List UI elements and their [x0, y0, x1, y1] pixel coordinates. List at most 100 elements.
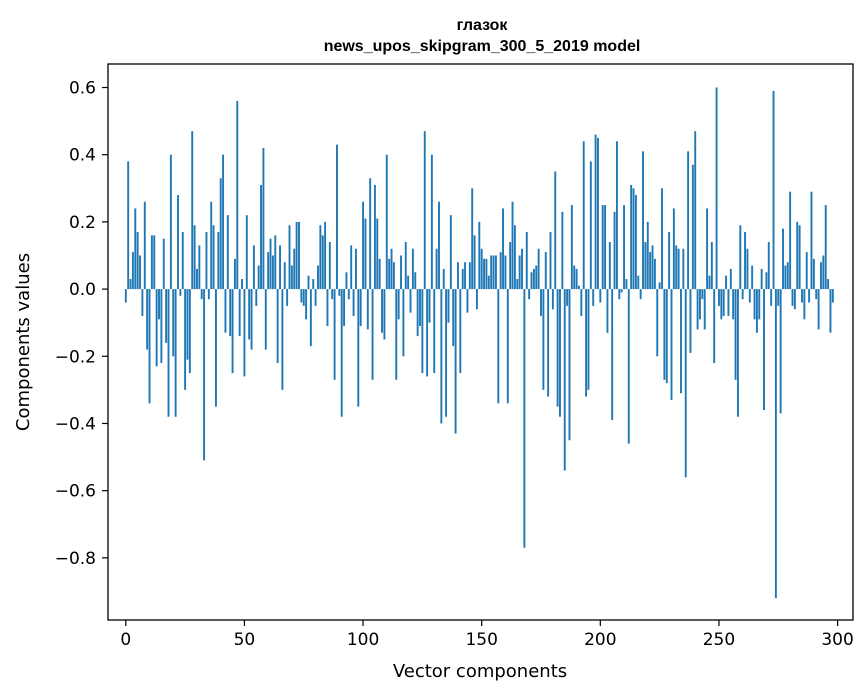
bar-254 — [727, 289, 730, 316]
bar-203 — [606, 289, 609, 333]
bar-45 — [231, 289, 234, 374]
bar-208 — [618, 289, 621, 300]
bar-32 — [200, 289, 203, 300]
bar-201 — [601, 205, 604, 290]
bar-207 — [615, 141, 618, 290]
bar-134 — [442, 268, 445, 290]
bar-157 — [497, 289, 500, 404]
bar-127 — [426, 289, 429, 377]
bar-153 — [487, 275, 490, 290]
bar-123 — [416, 289, 419, 337]
bar-163 — [511, 201, 514, 290]
bar-224 — [656, 289, 659, 357]
bar-222 — [651, 245, 654, 290]
bar-192 — [580, 289, 583, 316]
bar-288 — [808, 289, 811, 303]
bar-151 — [483, 258, 486, 290]
bar-245 — [706, 208, 709, 290]
bar-152 — [485, 258, 488, 290]
bar-202 — [604, 205, 607, 290]
bar-292 — [817, 289, 820, 330]
bar-100 — [362, 201, 365, 290]
bar-291 — [815, 289, 818, 300]
bar-293 — [820, 262, 822, 290]
bar-240 — [694, 131, 697, 290]
bar-287 — [805, 252, 808, 290]
bar-49 — [241, 279, 243, 290]
bar-53 — [250, 289, 253, 350]
bar-195 — [587, 289, 590, 390]
bar-116 — [400, 255, 402, 290]
bar-1 — [127, 161, 130, 290]
bar-115 — [397, 289, 400, 320]
bar-6 — [139, 255, 141, 290]
bar-27 — [188, 289, 191, 374]
bar-196 — [589, 161, 592, 290]
bar-13 — [155, 289, 158, 367]
bar-210 — [623, 205, 625, 290]
bar-65 — [279, 245, 281, 290]
bars-group — [124, 87, 834, 599]
x-axis: 0 50 100 150 200 250 300 — [120, 620, 854, 650]
bar-137 — [449, 215, 452, 290]
bar-130 — [433, 289, 436, 374]
bar-256 — [732, 289, 735, 320]
bar-283 — [796, 221, 799, 290]
bar-161 — [506, 289, 509, 404]
bar-78 — [309, 289, 312, 347]
bar-55 — [255, 289, 258, 306]
bar-267 — [758, 289, 761, 320]
bar-174 — [537, 248, 540, 290]
bar-205 — [611, 289, 614, 421]
bar-11 — [150, 235, 153, 290]
bar-228 — [665, 289, 668, 384]
bar-128 — [428, 289, 431, 323]
bar-132 — [438, 201, 440, 290]
x-tick-label: 0 — [120, 630, 131, 650]
bar-121 — [411, 248, 414, 290]
bar-17 — [165, 289, 168, 343]
bar-194 — [585, 289, 588, 397]
bar-23 — [179, 289, 182, 296]
bar-170 — [528, 289, 531, 300]
bar-212 — [627, 289, 630, 444]
bar-282 — [793, 289, 796, 310]
bar-117 — [402, 289, 405, 357]
bar-273 — [772, 90, 775, 290]
bar-184 — [561, 211, 564, 290]
bar-213 — [630, 184, 633, 290]
bar-85 — [326, 289, 329, 327]
bar-154 — [490, 255, 493, 290]
bar-126 — [423, 131, 426, 290]
bar-199 — [597, 137, 599, 290]
bar-59 — [264, 289, 267, 350]
bar-111 — [388, 258, 391, 290]
bar-20 — [172, 289, 175, 357]
bar-4 — [134, 208, 137, 290]
bar-40 — [219, 178, 222, 290]
bar-209 — [620, 289, 623, 293]
bar-10 — [148, 289, 151, 404]
bar-264 — [751, 265, 754, 290]
bar-277 — [782, 228, 784, 290]
y-tick-label: 0.0 — [69, 280, 96, 300]
bar-276 — [779, 289, 782, 414]
bar-114 — [395, 289, 398, 380]
bar-12 — [153, 235, 156, 290]
y-tick-label: 0.2 — [69, 213, 96, 233]
bar-18 — [167, 289, 170, 417]
bar-108 — [381, 289, 383, 333]
bar-246 — [708, 275, 711, 290]
bar-187 — [568, 289, 571, 441]
bar-91 — [340, 289, 343, 417]
bar-81 — [317, 265, 319, 290]
bar-171 — [530, 272, 533, 290]
bar-140 — [457, 262, 459, 290]
bar-109 — [383, 289, 386, 340]
bar-38 — [215, 289, 217, 407]
bar-237 — [687, 151, 690, 290]
bar-70 — [290, 265, 293, 290]
bar-92 — [343, 289, 346, 327]
bar-172 — [532, 268, 535, 290]
bar-156 — [494, 255, 497, 290]
